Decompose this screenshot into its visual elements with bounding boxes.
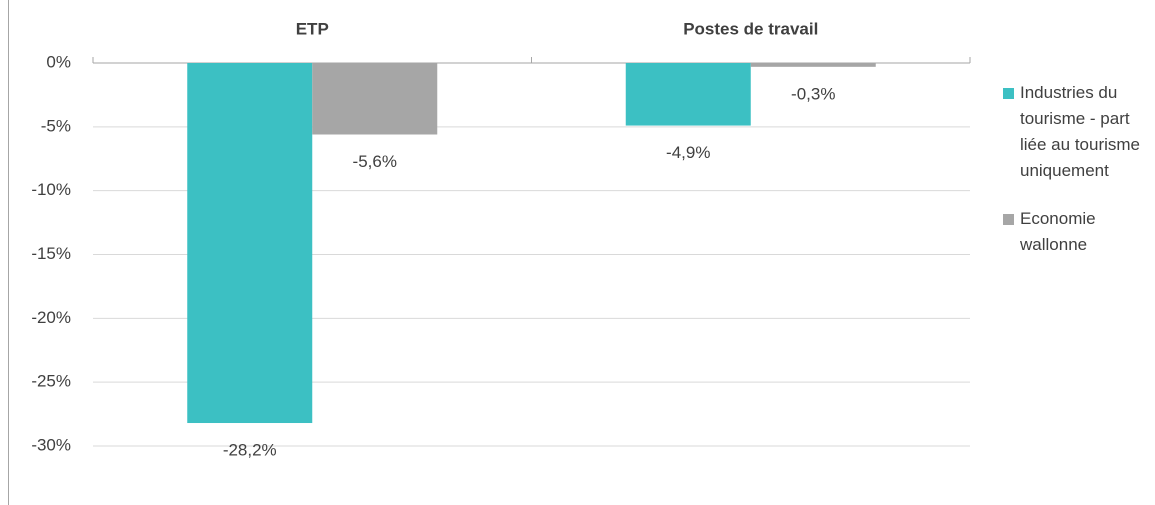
legend-label: Industries du tourisme - part liée au to… [1020, 83, 1141, 180]
category-label: Postes de travail [683, 19, 818, 38]
category-label: ETP [296, 19, 329, 38]
y-tick-label: -20% [31, 308, 71, 327]
bar [312, 63, 438, 135]
y-tick-label: 0% [46, 52, 71, 71]
data-label: -0,3% [791, 84, 835, 103]
legend-label: Economie wallonne [1020, 209, 1096, 254]
y-tick-label: -10% [31, 180, 71, 199]
y-tick-label: -15% [31, 244, 71, 263]
bar [625, 63, 751, 126]
legend-swatch [1003, 214, 1014, 225]
legend-item: Economie wallonne [1003, 206, 1153, 258]
data-label: -4,9% [666, 143, 710, 162]
y-tick-label: -25% [31, 372, 71, 391]
data-label: -5,6% [353, 152, 397, 171]
y-tick-label: -5% [41, 116, 71, 135]
data-label: -28,2% [223, 441, 277, 460]
y-tick-label: -30% [31, 435, 71, 454]
bar [187, 63, 313, 424]
legend-item: Industries du tourisme - part liée au to… [1003, 80, 1153, 184]
legend-swatch [1003, 88, 1014, 99]
bar [750, 63, 876, 67]
